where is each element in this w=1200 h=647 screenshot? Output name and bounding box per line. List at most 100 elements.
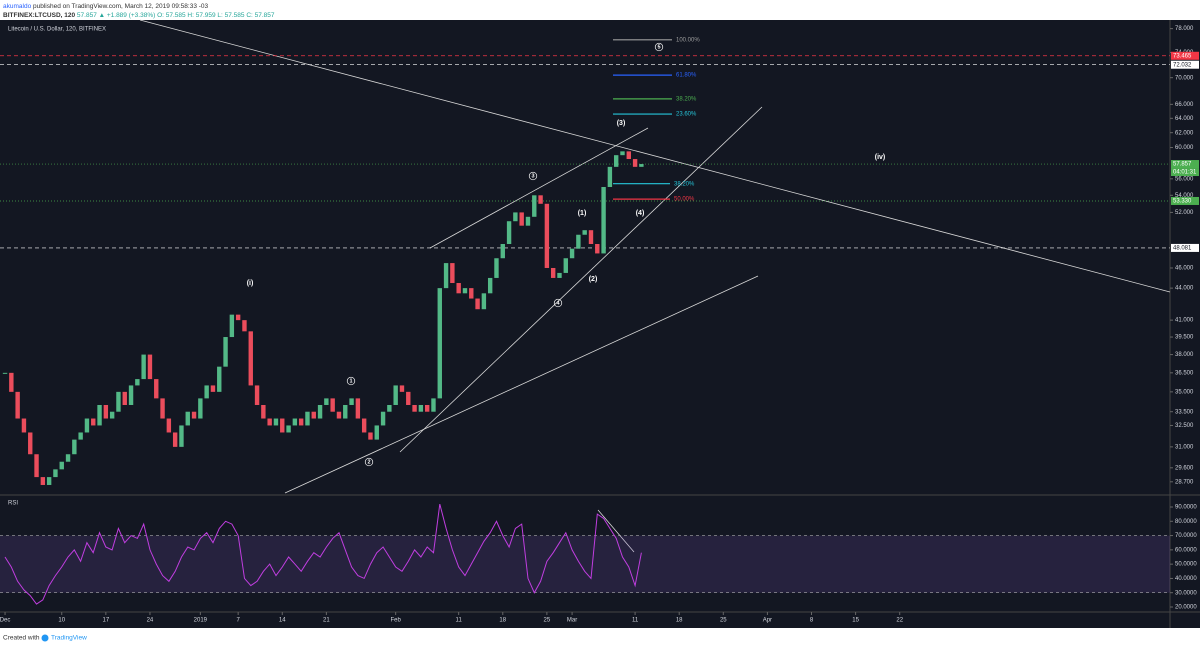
candle	[91, 418, 96, 426]
annotation-circle	[528, 171, 538, 181]
candle	[544, 203, 550, 268]
fib-label: 38.20%	[674, 181, 695, 187]
candle	[563, 258, 568, 273]
candle	[141, 354, 146, 380]
y-tick-label: 50.0000	[1175, 562, 1197, 568]
candle	[267, 418, 272, 426]
price-box	[1171, 51, 1199, 60]
header-line: akumaldo published on TradingView.com, M…	[3, 3, 209, 10]
candle	[28, 432, 33, 455]
candle	[557, 272, 562, 278]
candle	[298, 418, 304, 426]
candle	[9, 372, 14, 392]
y-tick-label: 20.0000	[1175, 605, 1197, 611]
candle	[135, 379, 140, 386]
candle	[443, 263, 449, 289]
candle	[582, 230, 587, 235]
y-tick-label: 60.0000	[1175, 547, 1197, 553]
fib-label: 100.00%	[676, 37, 700, 43]
rsi-band	[0, 535, 1170, 593]
y-tick-label: 36.500	[1175, 370, 1194, 376]
y-tick-label: 35.000	[1175, 389, 1194, 395]
y-tick-label: 40.0000	[1175, 576, 1197, 582]
x-tick-label: 14	[279, 618, 286, 624]
price-box	[1171, 60, 1199, 69]
countdown-box	[1171, 168, 1199, 177]
candle	[160, 398, 165, 419]
fib-label: 50.00%	[674, 197, 695, 203]
candle	[487, 277, 493, 294]
y-tick-label: 64.000	[1175, 116, 1194, 122]
candle	[109, 411, 115, 419]
x-tick-label: 22	[896, 618, 903, 624]
candle	[97, 404, 102, 426]
candle	[450, 263, 455, 284]
quote: 57.857 ▲ +1.889 (+3.38%) O: 57.585 H: 57…	[77, 12, 275, 19]
price-box	[1171, 196, 1199, 205]
candle	[273, 418, 279, 426]
candle	[185, 411, 190, 426]
y-tick-label: 28.700	[1175, 479, 1194, 485]
y-tick-label: 56.000	[1175, 176, 1194, 182]
candle	[601, 186, 606, 254]
y-tick-label: 70.000	[1175, 75, 1194, 81]
annotation: 2	[367, 459, 370, 465]
candle	[393, 385, 398, 405]
fib-label: 38.20%	[676, 96, 697, 102]
candle	[2, 372, 8, 374]
trendline	[139, 19, 1171, 293]
logo	[41, 634, 49, 642]
candle	[261, 404, 266, 419]
candle	[210, 385, 216, 392]
y-tick-label: 54.000	[1175, 193, 1194, 199]
candle	[399, 385, 405, 392]
candle	[500, 243, 505, 259]
candle	[305, 411, 310, 426]
footer-brand[interactable]: TradingView	[51, 635, 87, 642]
candle	[311, 411, 316, 419]
candle	[639, 164, 644, 167]
trendline	[284, 275, 759, 494]
chart-bg	[0, 20, 1200, 628]
author[interactable]: akumaldo	[3, 3, 32, 10]
candle	[122, 391, 127, 405]
annotation-circle	[654, 42, 664, 52]
candle	[532, 195, 537, 217]
candle	[380, 411, 386, 426]
candle	[78, 432, 83, 440]
x-tick-label: 17	[103, 618, 110, 624]
candle	[418, 404, 424, 412]
candle	[374, 425, 379, 440]
trendline	[429, 127, 649, 249]
symbol: BITFINEX:LTCUSD, 120	[3, 12, 75, 19]
annotation: (1)	[578, 210, 587, 217]
candle	[368, 432, 373, 440]
price-box	[1171, 160, 1199, 169]
fib-label: 61.80%	[676, 73, 697, 79]
candle	[424, 404, 430, 412]
candle	[431, 398, 436, 412]
price-label: 73.465	[1173, 53, 1192, 59]
candle	[330, 398, 335, 412]
y-tick-label: 90.0000	[1175, 505, 1197, 511]
candle	[46, 477, 52, 485]
candle	[469, 288, 474, 299]
pane	[0, 39, 1170, 485]
candle	[481, 293, 487, 310]
chart-title: Litecoin / U.S. Dollar, 120, BITFINEX	[8, 27, 106, 33]
candle	[406, 391, 411, 405]
y-tick-label: 38.000	[1175, 352, 1194, 358]
rsi-line	[4, 503, 642, 605]
candle	[34, 454, 39, 478]
pane	[0, 503, 1170, 605]
candle	[475, 298, 480, 310]
price-label: 48.081	[1173, 246, 1192, 252]
candle	[336, 411, 342, 419]
candle	[128, 385, 134, 405]
candle	[280, 418, 285, 433]
x-tick-label: 11	[456, 618, 463, 624]
candle	[569, 248, 575, 259]
candle	[538, 195, 543, 204]
candle	[286, 425, 291, 433]
candle	[103, 404, 109, 419]
